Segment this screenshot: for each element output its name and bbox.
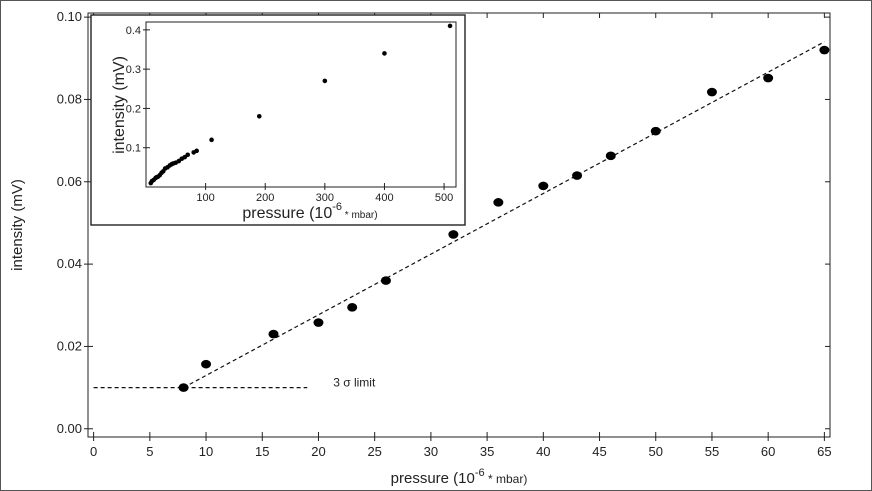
inset-y-tick-label: 0.2 (126, 103, 141, 115)
main-y-tick-label: 0.06 (57, 174, 82, 189)
main-data-point (380, 276, 391, 285)
main-data-point (313, 318, 324, 327)
main-x-axis-title-text: pressure (10 (391, 470, 475, 487)
inset-data-points (148, 23, 453, 186)
main-data-point (650, 126, 661, 136)
main-data-point (178, 383, 189, 392)
main-y-tick-label: 0.00 (57, 421, 82, 436)
sigma-limit-label: 3 σ limit (333, 376, 376, 390)
inset-data-point (447, 23, 453, 29)
main-x-tick-label: 40 (536, 444, 550, 459)
main-y-tick-label: 0.10 (57, 9, 82, 24)
inset-data-point (322, 78, 328, 84)
inset-y-tick-label: 0.1 (126, 143, 141, 155)
inset-x-tick-label: 200 (256, 192, 274, 204)
main-x-tick-label: 15 (255, 444, 269, 459)
main-y-axis: 0.00 0.02 0.04 0.06 0.08 0.10 (57, 9, 830, 436)
main-data-point (706, 87, 717, 97)
inset-data-point (256, 113, 262, 119)
main-x-tick-label: 5 (146, 444, 153, 459)
main-y-tick-label: 0.02 (57, 338, 82, 353)
main-data-point (763, 73, 774, 83)
main-plot-frame (87, 12, 831, 438)
inset-y-axis: 0.1 0.2 0.3 0.4 (126, 25, 150, 155)
main-x-axis: 0 5 10 15 20 25 30 35 40 45 50 55 60 65 (90, 13, 832, 459)
inset-plot-frame (145, 21, 457, 188)
main-x-tick-label: 55 (705, 444, 719, 459)
inset-y-tick-label: 0.3 (126, 64, 141, 76)
main-data-point (347, 303, 358, 312)
inset-x-tick-label: 100 (196, 192, 214, 204)
inset-x-axis-title: pressure (10-6 * mbar) (242, 201, 377, 222)
main-x-tick-label: 45 (592, 444, 606, 459)
main-x-tick-label: 0 (90, 444, 97, 459)
main-data-point (201, 359, 212, 369)
main-x-tick-label: 25 (367, 444, 381, 459)
inset-data-point (209, 137, 214, 143)
main-data-point (448, 230, 459, 239)
main-y-tick-label: 0.04 (57, 256, 82, 271)
inset-x-axis: 100 200 300 400 500 (196, 183, 453, 204)
main-data-point (572, 171, 583, 180)
main-data-point (605, 151, 616, 161)
main-x-tick-label: 10 (199, 444, 213, 459)
main-data-point (268, 329, 279, 339)
main-data-point (819, 45, 830, 55)
main-data-points (178, 45, 830, 392)
main-data-point (538, 181, 549, 191)
inset-y-axis-title: intensity (mV) (111, 56, 128, 154)
main-x-axis-title-exponent: -6 (475, 467, 485, 479)
main-x-axis-title-unit: * mbar) (485, 472, 528, 486)
inset-x-tick-label: 400 (375, 192, 393, 204)
main-y-tick-label: 0.08 (57, 91, 82, 106)
main-x-tick-label: 35 (480, 444, 494, 459)
inset-y-tick-label: 0.4 (126, 25, 141, 37)
main-x-tick-label: 20 (311, 444, 325, 459)
main-x-tick-label: 65 (817, 444, 831, 459)
main-x-tick-label: 50 (649, 444, 663, 459)
main-x-tick-label: 60 (761, 444, 775, 459)
main-y-axis-title: intensity (mV) (9, 179, 26, 271)
inset-x-tick-label: 300 (316, 192, 334, 204)
main-x-axis-title: pressure (10-6 * mbar) (391, 467, 528, 487)
inset-data-point (194, 148, 199, 154)
inset-box (90, 14, 466, 226)
inset-x-axis-title-unit: * mbar) (342, 210, 378, 221)
inset-data-point (382, 51, 387, 56)
fit-line (183, 41, 825, 389)
inset-data-point (185, 152, 191, 158)
inset-x-axis-title-exponent: -6 (332, 201, 342, 213)
main-data-point (493, 198, 504, 207)
main-x-tick-label: 30 (424, 444, 438, 459)
inset-x-tick-label: 500 (435, 192, 453, 204)
inset-x-axis-title-text: pressure (10 (242, 205, 332, 222)
